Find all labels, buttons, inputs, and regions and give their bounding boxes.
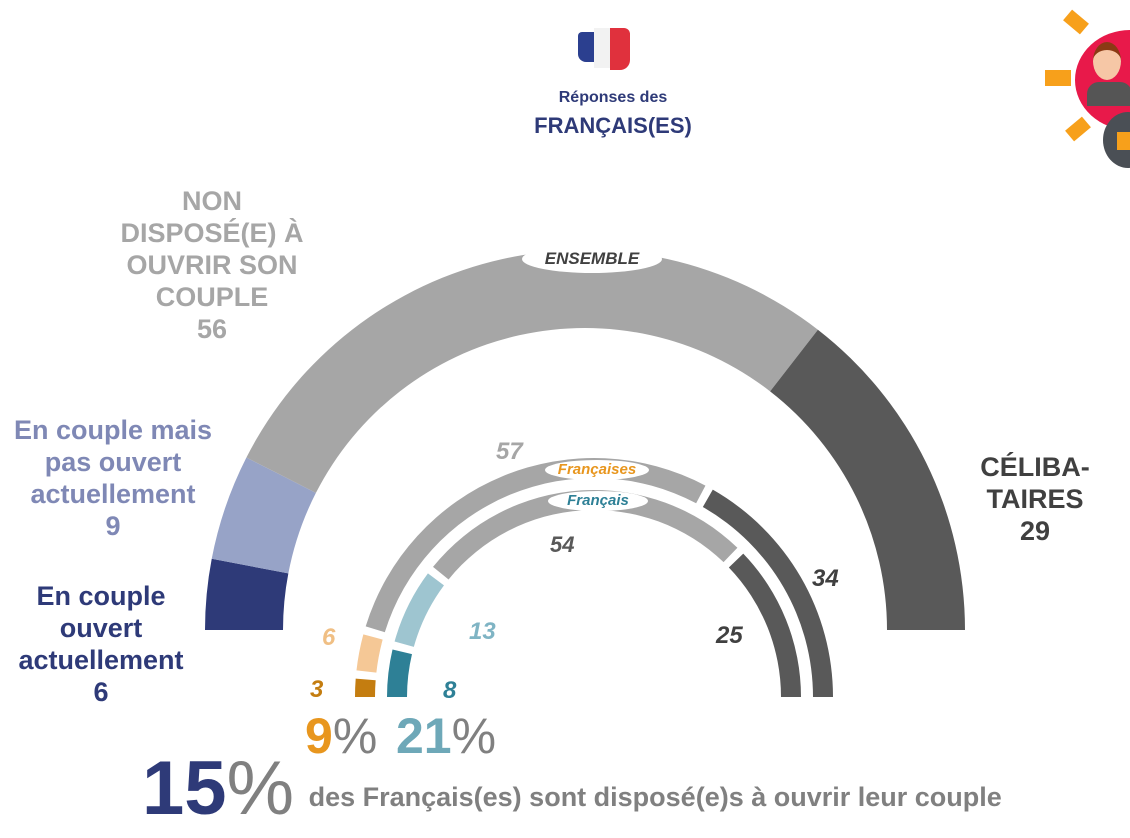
label-not-willing: NON DISPOSÉ(E) À OUVRIR SON COUPLE 56	[92, 185, 332, 345]
label-line: CÉLIBA-	[980, 452, 1090, 482]
label-line: OUVRIR SON	[126, 250, 298, 280]
label-line: actuellement	[30, 479, 196, 509]
label-value: 6	[93, 677, 109, 707]
label-line: pas ouvert	[44, 447, 182, 477]
arc-ensemble-not-willing	[246, 250, 818, 493]
arc-ensemble-not-open	[211, 457, 316, 574]
value-f-not-open: 6	[322, 624, 336, 651]
arc-francais-not-willing	[433, 489, 738, 580]
label-line: TAIRES	[986, 484, 1084, 514]
label-value: 9	[105, 511, 121, 541]
series-label-francaises: Françaises	[545, 460, 649, 480]
footer-summary: 15% des Français(es) sont disposé(e)s à …	[142, 745, 1002, 832]
footer-text: des Français(es) sont disposé(e)s à ouvr…	[308, 782, 1002, 812]
label-not-open: En couple mais pas ouvert actuellement 9	[0, 414, 226, 542]
arc-ensemble-single	[770, 329, 965, 630]
total-francaises-number: 9	[305, 708, 333, 764]
label-line: NON	[182, 186, 242, 216]
arc-ensemble-open	[205, 558, 289, 630]
total-francais-number: 21	[396, 708, 452, 764]
value-m-open: 8	[443, 677, 457, 704]
label-line: actuellement	[18, 645, 184, 675]
arc-francaises-not-open	[356, 634, 383, 673]
arc-francaises-open	[355, 678, 376, 697]
header-subtitle: Réponses des	[558, 89, 668, 106]
label-line: COUPLE	[155, 282, 269, 312]
series-label-francais: Français	[548, 491, 648, 511]
value-m-not-open: 13	[469, 618, 496, 645]
footer-percent: %	[226, 746, 295, 831]
arc-francaises-single	[702, 489, 833, 697]
label-line: ouvert	[59, 613, 143, 643]
label-line: DISPOSÉ(E) À	[120, 218, 304, 248]
total-francais: 21%	[396, 706, 496, 766]
arc-francaises-not-willing	[365, 458, 706, 633]
label-value: 29	[1019, 516, 1051, 546]
arc-francais-not-open	[394, 573, 444, 647]
label-line: En couple mais	[13, 415, 213, 445]
value-f-not-willing: 57	[496, 438, 523, 465]
label-open: En couple ouvert actuellement 6	[0, 580, 202, 708]
value-m-not-willing: 54	[550, 532, 575, 557]
value-f-single: 34	[812, 565, 839, 592]
arc-francais-open	[387, 649, 412, 697]
series-label-ensemble: ENSEMBLE	[522, 245, 662, 273]
label-value: 56	[196, 314, 228, 344]
footer-big-number: 15	[142, 746, 227, 831]
label-single: CÉLIBA- TAIRES 29	[960, 451, 1110, 547]
total-francaises: 9%	[305, 706, 377, 766]
arc-francais-single	[728, 553, 801, 697]
france-flag-icon	[574, 26, 636, 72]
value-f-open: 3	[310, 676, 324, 703]
header-title: FRANÇAIS(ES)	[534, 113, 692, 138]
label-line: En couple	[36, 581, 166, 611]
open-couple-illustration-icon	[1045, 0, 1130, 170]
value-m-single: 25	[716, 622, 743, 649]
percent-sign: %	[332, 708, 378, 764]
percent-sign: %	[451, 708, 497, 764]
